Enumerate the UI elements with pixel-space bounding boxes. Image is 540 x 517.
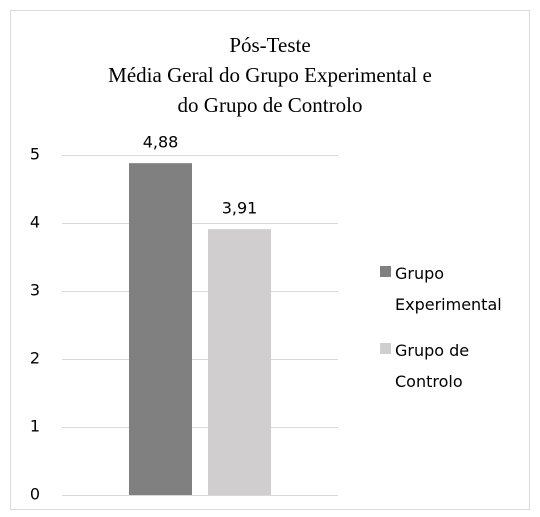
bar [129,163,192,495]
y-tick-label: 5 [30,145,40,164]
chart-title: Pós-Teste [229,33,310,57]
legend-swatch [380,343,391,354]
y-tick-label: 3 [30,281,40,300]
data-label: 4,88 [143,133,179,152]
data-label: 3,91 [222,199,258,218]
y-tick-label: 1 [30,417,40,436]
chart-title: do Grupo de Controlo [178,93,363,117]
y-tick-label: 0 [30,485,40,504]
bar [208,229,271,495]
legend-label: Grupo Experimental [395,264,502,314]
legend-label: Grupo de Controlo [395,341,470,391]
chart-title: Média Geral do Grupo Experimental e [108,63,432,87]
legend-swatch [380,266,391,277]
y-tick-label: 4 [30,213,40,232]
y-tick-label: 2 [30,349,40,368]
